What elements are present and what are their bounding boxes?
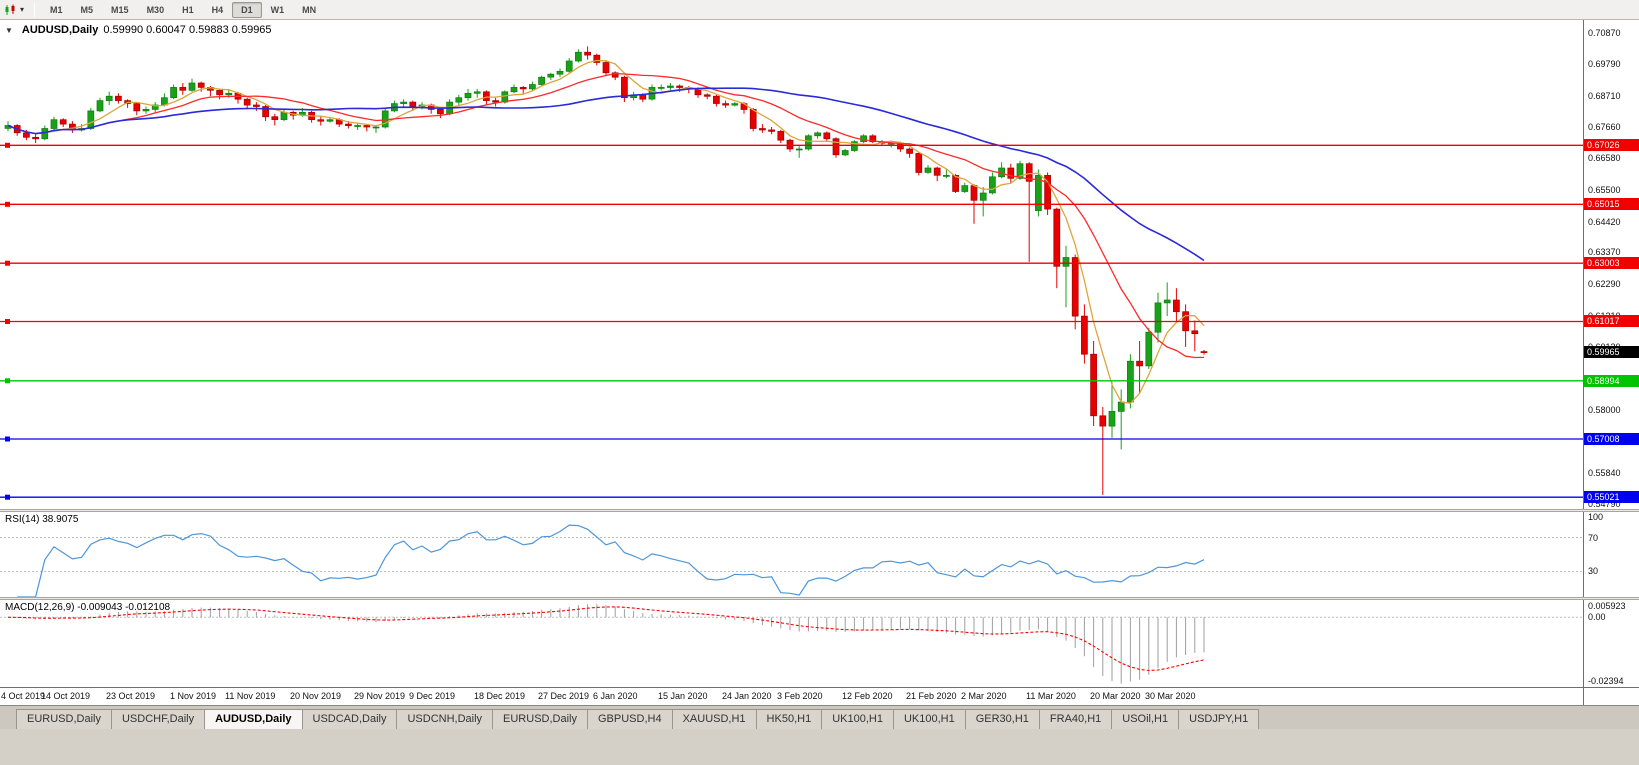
price-axis[interactable]: 0.70870 0.69790 0.68710 0.67660 0.66580 0.655…	[1583, 20, 1639, 509]
window-footer	[0, 729, 1639, 765]
timeframe-button-m1[interactable]: M1	[50, 4, 63, 15]
hline-price-tag: 0.65015	[1584, 198, 1639, 210]
price-axis-label: 0.63370	[1588, 247, 1621, 257]
price-chart-canvas[interactable]: ▼ AUDUSD,Daily 0.59990 0.60047 0.59883 0…	[0, 20, 1583, 509]
chart-tab-usdcad-daily[interactable]: USDCAD,Daily	[301, 709, 398, 729]
macd-axis[interactable]: 0.005923 0.00 -0.02394	[1583, 600, 1639, 687]
chart-tab-ger30-h1[interactable]: GER30,H1	[964, 709, 1040, 729]
timeframe-button-group: M1 M5 M15 M30 H1 H4 D1 W1 MN	[41, 1, 325, 18]
one-click-trading-icon[interactable]: ▼	[5, 25, 13, 35]
date-axis-label: 24 Jan 2020	[722, 691, 772, 701]
timeframe-button-mn[interactable]: MN	[302, 4, 317, 15]
hline-price-tag: 0.67026	[1584, 139, 1639, 151]
panel-resize-divider[interactable]	[0, 509, 1639, 512]
macd-axis-label: 0.005923	[1588, 601, 1626, 611]
timeframe-button-m15[interactable]: M15	[111, 4, 129, 15]
date-axis-label: 4 Oct 2019	[1, 691, 46, 701]
price-axis-label: 0.69790	[1588, 59, 1621, 69]
chart-tab-xauusd-h1[interactable]: XAUUSD,H1	[671, 709, 757, 729]
date-axis-label: 14 Oct 2019	[41, 691, 91, 701]
date-axis[interactable]: 4 Oct 2019 14 Oct 2019 23 Oct 2019 1 Nov 20…	[0, 687, 1583, 705]
rsi-indicator-label: RSI(14) 38.9075	[5, 514, 79, 525]
price-axis-label: 0.66580	[1588, 153, 1621, 163]
date-axis-label: 1 Nov 2019	[170, 691, 217, 701]
hline-price-tag: 0.57008	[1584, 433, 1639, 445]
current-price-tag: 0.59965	[1584, 346, 1639, 358]
chart-type-dropdown-icon[interactable]: ▾	[20, 5, 25, 14]
timeframe-button-m30[interactable]: M30	[146, 4, 165, 15]
price-axis-label: 0.65500	[1588, 185, 1621, 195]
date-axis-label: 11 Mar 2020	[1026, 691, 1076, 701]
date-axis-label: 18 Dec 2019	[474, 691, 526, 701]
chart-tab-uk100-h1[interactable]: UK100,H1	[821, 709, 894, 729]
panel-resize-divider[interactable]	[0, 597, 1639, 600]
rsi-axis-label: 100	[1588, 512, 1604, 522]
rsi-axis[interactable]: 100 70 30	[1583, 512, 1639, 597]
timeframe-button-w1[interactable]: W1	[270, 4, 285, 15]
date-axis-label: 11 Nov 2019	[225, 691, 276, 701]
top-toolbar: ▾ M1 M5 M15 M30 H1 H4 D1 W1 MN	[0, 0, 1639, 20]
rsi-axis-label: 70	[1588, 533, 1599, 543]
chart-tab-uk100-h1[interactable]: UK100,H1	[892, 709, 966, 729]
chart-tab-fra40-h1[interactable]: FRA40,H1	[1038, 709, 1113, 729]
timeframe-button-d1[interactable]: D1	[232, 1, 262, 18]
date-axis-label: 20 Mar 2020	[1090, 691, 1141, 701]
macd-indicator-label: MACD(12,26,9) -0.009043 -0.012108	[5, 602, 171, 613]
date-axis-label: 2 Mar 2020	[961, 691, 1007, 701]
price-axis-label: 0.55840	[1588, 468, 1621, 478]
price-axis-label: 0.54790	[1588, 499, 1621, 509]
hline-price-tag: 0.55021	[1584, 491, 1639, 503]
hline-price-tag: 0.63003	[1584, 257, 1639, 269]
hline-price-tag: 0.58994	[1584, 375, 1639, 387]
price-axis-label: 0.70870	[1588, 28, 1621, 38]
chart-tab-bar: EURUSD,Daily USDCHF,Daily AUDUSD,Daily USDC…	[0, 705, 1639, 729]
axis-corner	[1583, 687, 1639, 705]
price-axis-label: 0.64420	[1588, 217, 1621, 227]
date-axis-label: 9 Dec 2019	[409, 691, 456, 701]
timeframe-button-h4[interactable]: H4	[211, 4, 224, 15]
rsi-axis-label: 30	[1588, 566, 1599, 576]
date-axis-label: 6 Jan 2020	[593, 691, 638, 701]
price-axis-label: 0.58000	[1588, 405, 1621, 415]
date-axis-label: 3 Feb 2020	[777, 691, 823, 701]
timeframe-button-m5[interactable]: M5	[80, 4, 94, 15]
chart-tab-hk50-h1[interactable]: HK50,H1	[755, 709, 823, 729]
macd-canvas[interactable]: MACD(12,26,9) -0.009043 -0.012108	[0, 600, 1583, 687]
chart-ohlc-readout: 0.59990 0.60047 0.59883 0.59965	[103, 24, 272, 36]
chart-tab-audusd-daily[interactable]: AUDUSD,Daily	[204, 709, 303, 729]
timeframe-button-h1[interactable]: H1	[182, 4, 194, 15]
date-axis-label: 30 Mar 2020	[1145, 691, 1196, 701]
price-axis-label: 0.68710	[1588, 91, 1621, 101]
toolbar-divider	[34, 2, 36, 17]
chart-tab-usdchf-daily[interactable]: USDCHF,Daily	[110, 709, 206, 729]
hline-price-tag: 0.61017	[1584, 315, 1639, 327]
rsi-canvas[interactable]: RSI(14) 38.9075	[0, 512, 1583, 597]
price-axis-label: 0.67660	[1588, 122, 1621, 132]
macd-axis-label: -0.02394	[1588, 676, 1624, 686]
date-axis-label: 21 Feb 2020	[906, 691, 957, 701]
chart-tab-usdcnh-daily[interactable]: USDCNH,Daily	[396, 709, 494, 729]
date-axis-label: 23 Oct 2019	[106, 691, 156, 701]
date-axis-label: 29 Nov 2019	[354, 691, 406, 701]
chart-tab-gbpusd-h4[interactable]: GBPUSD,H4	[587, 709, 673, 729]
chart-tab-eurusd-daily[interactable]: EURUSD,Daily	[16, 709, 112, 729]
chart-area: ▼ AUDUSD,Daily 0.59990 0.60047 0.59883 0…	[0, 20, 1639, 705]
chart-title: ▼ AUDUSD,Daily 0.59990 0.60047 0.59883 0…	[5, 24, 272, 36]
chart-type-icon[interactable]	[4, 4, 18, 16]
chart-symbol-period: AUDUSD,Daily	[21, 24, 99, 36]
chart-tab-usdjpy-h1[interactable]: USDJPY,H1	[1178, 709, 1260, 729]
date-axis-label: 15 Jan 2020	[658, 691, 708, 701]
chart-tab-usoil-h1[interactable]: USOil,H1	[1111, 709, 1180, 729]
date-axis-label: 12 Feb 2020	[842, 691, 893, 701]
price-axis-label: 0.62290	[1588, 279, 1621, 289]
date-axis-label: 20 Nov 2019	[290, 691, 342, 701]
date-axis-label: 27 Dec 2019	[538, 691, 590, 701]
chart-tab-eurusd-daily[interactable]: EURUSD,Daily	[492, 709, 588, 729]
macd-axis-label: 0.00	[1588, 612, 1606, 622]
